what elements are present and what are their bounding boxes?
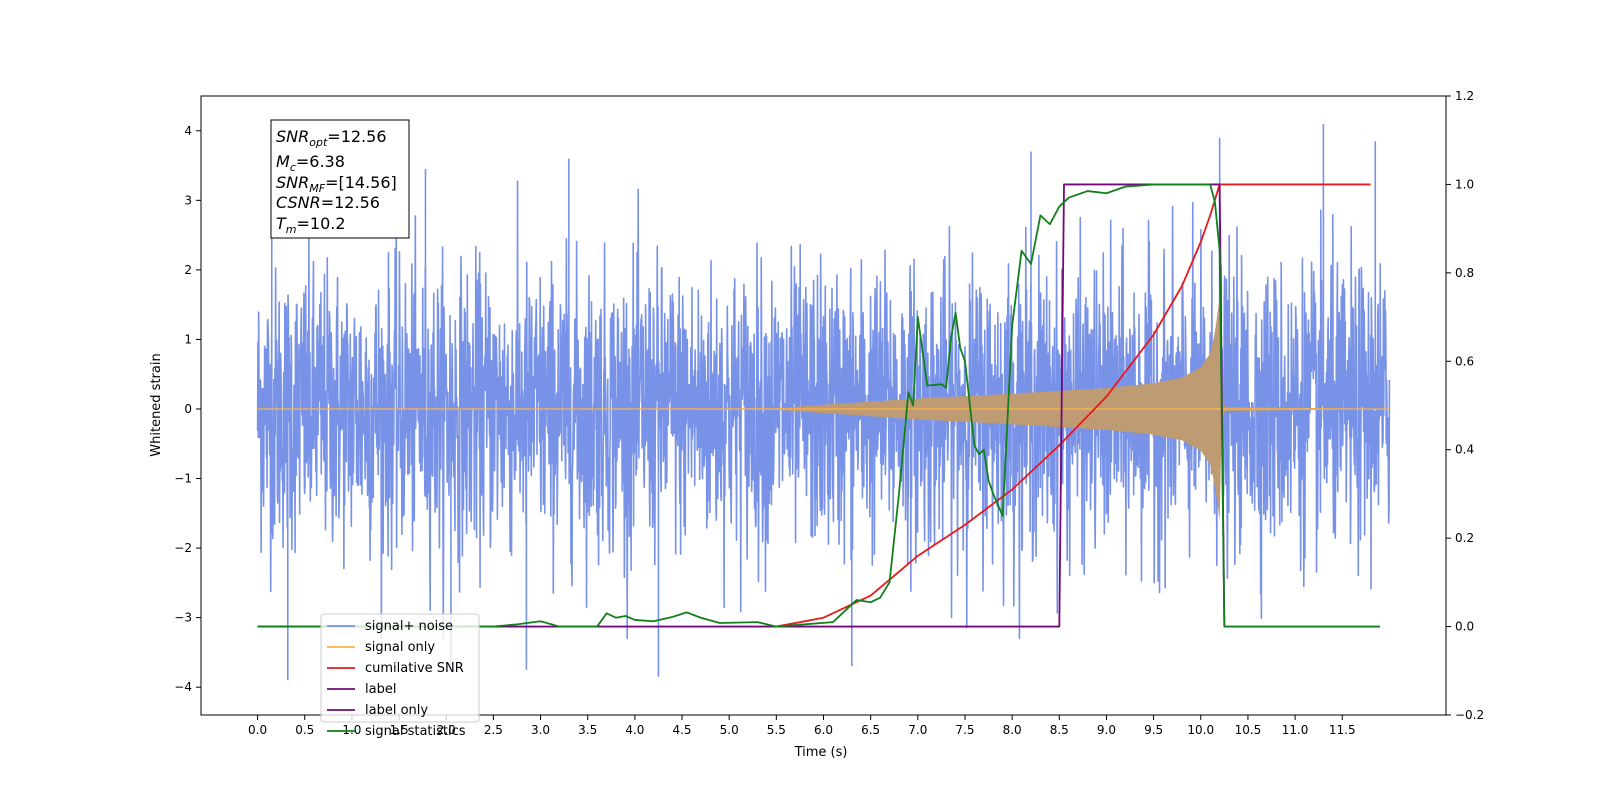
- annotation-snr-opt-value: 12.56: [341, 127, 387, 146]
- x-tick-label: 9.5: [1144, 723, 1163, 737]
- y-tick-label: 4: [184, 124, 192, 138]
- y-axis-label: Whitened strain: [149, 353, 164, 456]
- y-tick-label: −3: [174, 611, 192, 625]
- annotation-csnr-value: 12.56: [334, 193, 380, 212]
- x-tick-label: 0.0: [248, 723, 267, 737]
- annotation-snr-mf-value: [14.56]: [338, 173, 396, 192]
- x-tick-label: 6.0: [814, 723, 833, 737]
- x-tick-label: 2.0: [437, 723, 456, 737]
- y2-tick-label: 0.0: [1455, 620, 1474, 634]
- x-tick-label: 1.5: [390, 723, 409, 737]
- y-tick-label: 3: [184, 193, 192, 207]
- y-tick-label: −1: [174, 472, 192, 486]
- y-axis-left: −4 −3 −2 −1 0 1 2 3 4: [174, 124, 201, 694]
- series-lines: [257, 183, 1380, 628]
- x-tick-label: 3.0: [531, 723, 550, 737]
- x-tick-label: 10.0: [1187, 723, 1214, 737]
- y2-tick-label: 0.4: [1455, 443, 1474, 457]
- x-tick-label: 11.5: [1329, 723, 1356, 737]
- legend: signal+ noise signal only cumilative SNR la…: [320, 613, 480, 739]
- series-cumilative-snr-line: [776, 183, 1371, 628]
- y-tick-label: −4: [174, 680, 192, 694]
- x-tick-label: 5.5: [767, 723, 786, 737]
- y2-tick-label: 0.8: [1455, 266, 1474, 280]
- x-tick-label: 2.5: [484, 723, 503, 737]
- y-axis-right: −0.2 0.0 0.2 0.4 0.6 0.8 1.0 1.2: [1446, 89, 1484, 722]
- annotation-tm: Tm=10.2: [276, 214, 346, 236]
- y2-tick-label: 1.2: [1455, 89, 1474, 103]
- x-tick-label: 5.0: [720, 723, 739, 737]
- legend-label: label only: [365, 703, 428, 718]
- x-tick-label: 8.5: [1050, 723, 1069, 737]
- x-tick-label: 1.0: [342, 723, 361, 737]
- annotation-csnr: CSNR=12.56: [276, 193, 380, 212]
- x-tick-label: 9.0: [1097, 723, 1116, 737]
- y2-tick-label: 1.0: [1455, 177, 1474, 191]
- annotation-tm-value: 10.2: [310, 214, 346, 233]
- legend-label: signal only: [365, 640, 435, 655]
- x-tick-label: 0.5: [295, 723, 314, 737]
- legend-label: signal+ noise: [365, 619, 453, 634]
- y2-tick-label: −0.2: [1455, 708, 1484, 722]
- legend-frame: [320, 613, 480, 723]
- y-tick-label: 1: [184, 332, 192, 346]
- x-tick-label: 3.5: [578, 723, 597, 737]
- y-tick-label: −2: [174, 541, 192, 555]
- y-tick-label: 0: [184, 402, 192, 416]
- series-signal-only: [257, 297, 1390, 521]
- y2-tick-label: 0.6: [1455, 354, 1474, 368]
- legend-label: label: [365, 682, 396, 697]
- x-tick-label: 6.5: [861, 723, 880, 737]
- annotation-mc-value: 6.38: [309, 152, 345, 171]
- annotation-mc: Mc=6.38: [276, 152, 345, 174]
- legend-label: cumilative SNR: [365, 661, 464, 676]
- y2-tick-label: 0.2: [1455, 531, 1474, 545]
- x-tick-label: 4.0: [625, 723, 644, 737]
- x-tick-label: 11.0: [1282, 723, 1309, 737]
- annotation-snr-opt: SNRopt=12.56: [276, 127, 387, 149]
- x-tick-label: 7.0: [908, 723, 927, 737]
- x-tick-label: 7.5: [955, 723, 974, 737]
- annotation-box: SNRopt=12.56 Mc=6.38 SNRMF=[14.56] CSNR=…: [270, 119, 410, 239]
- annotation-snr-mf: SNRMF=[14.56]: [276, 173, 397, 195]
- x-tick-label: 4.5: [672, 723, 691, 737]
- x-axis-label: Time (s): [794, 745, 848, 760]
- series-signal-statistics-line: [257, 183, 1380, 628]
- x-tick-label: 10.5: [1235, 723, 1262, 737]
- y-tick-label: 2: [184, 263, 192, 277]
- annotation-frame: [270, 119, 410, 239]
- x-tick-label: 8.0: [1003, 723, 1022, 737]
- legend-label: signal statistics: [365, 724, 466, 739]
- x-axis: 0.0 0.5 1.0 1.5 2.0 2.5 3.0 3.5 4.0 4.5 5.0 5.5 6.0 6…: [248, 715, 1356, 737]
